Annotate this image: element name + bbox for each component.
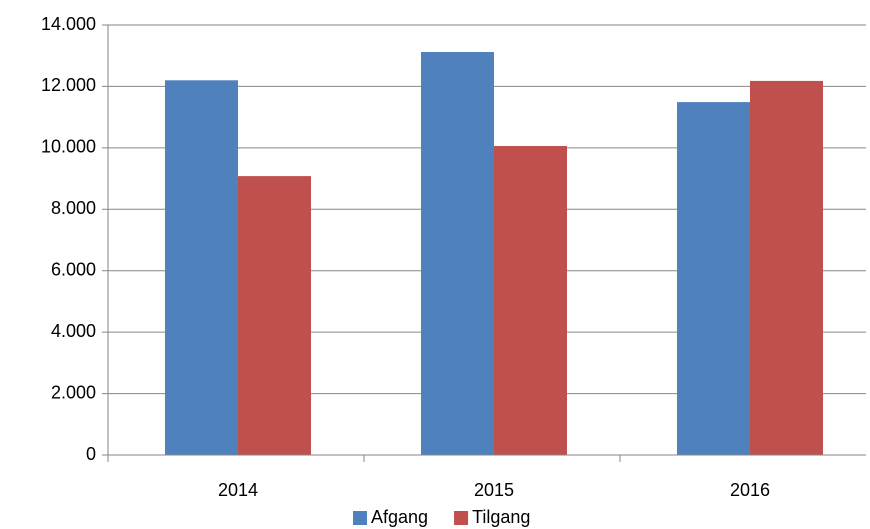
legend-label: Tilgang <box>472 507 530 527</box>
x-tick-label: 2015 <box>474 480 514 500</box>
bar <box>750 80 823 456</box>
bar <box>494 146 567 455</box>
bar <box>677 102 750 455</box>
bar <box>165 80 238 456</box>
y-tick-label: 12.000 <box>41 75 96 95</box>
bar <box>421 52 494 456</box>
y-tick-label: 8.000 <box>51 198 96 218</box>
legend-label: Afgang <box>371 507 428 527</box>
y-tick-label: 4.000 <box>51 321 96 341</box>
x-tick-label: 2016 <box>730 480 770 500</box>
y-tick-label: 14.000 <box>41 14 96 34</box>
y-tick-label: 2.000 <box>51 382 96 402</box>
x-tick-label: 2014 <box>218 480 258 500</box>
bar <box>238 176 311 455</box>
y-tick-label: 6.000 <box>51 259 96 279</box>
y-tick-label: 0 <box>86 444 96 464</box>
legend-swatch <box>353 511 367 525</box>
y-tick-label: 10.000 <box>41 137 96 157</box>
legend-swatch <box>454 511 469 525</box>
